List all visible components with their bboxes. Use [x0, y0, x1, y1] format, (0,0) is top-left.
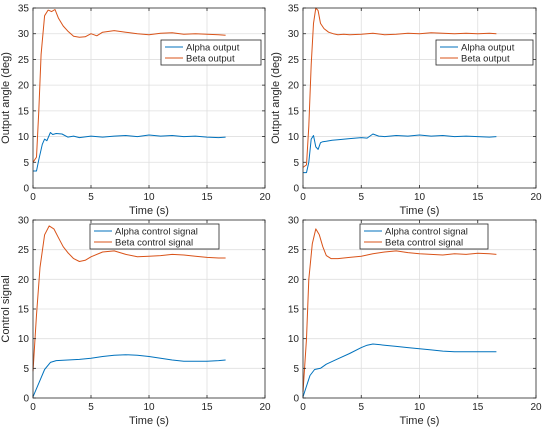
y-axis-label: Output angle (deg) [270, 52, 282, 144]
legend-label-2: Beta control signal [385, 238, 463, 249]
x-tick-label: 0 [30, 402, 36, 413]
x-axis-label: Time (s) [400, 205, 440, 217]
y-axis-label: Output angle (deg) [0, 52, 12, 144]
x-axis-label: Time (s) [129, 415, 169, 427]
series-line-2 [302, 7, 497, 168]
y-tick-label: 0 [293, 394, 299, 405]
y-tick-label: 10 [288, 334, 300, 345]
y-axis-label: Control signal [0, 275, 12, 342]
legend-label-1: Alpha output [186, 43, 240, 54]
x-tick-label: 0 [300, 402, 306, 413]
legend-label-2: Beta output [186, 54, 235, 65]
chart-panel-3: 0 5 10 15 20 0 5 10 15 20 25 30 Time (s) Control sign… [0, 216, 271, 428]
y-tick-label: 30 [18, 216, 30, 227]
y-tick-label: 25 [288, 55, 300, 66]
y-tick-label: 20 [288, 275, 300, 286]
legend-label-1: Alpha control signal [115, 227, 198, 238]
legend-label-1: Alpha output [461, 43, 515, 54]
y-tick-label: 30 [288, 29, 300, 40]
x-tick-label: 10 [143, 192, 155, 203]
series-line-1 [303, 133, 497, 174]
x-tick-label: 5 [88, 192, 94, 203]
y-tick-label: 30 [18, 29, 30, 40]
legend-box [359, 223, 489, 250]
legend-box [435, 39, 534, 66]
x-tick-label: 20 [259, 192, 271, 203]
legend-label-1: Alpha control signal [385, 227, 468, 238]
x-tick-label: 0 [30, 192, 36, 203]
y-tick-label: 10 [288, 132, 300, 143]
y-tick-label: 20 [18, 275, 30, 286]
y-tick-label: 35 [288, 4, 300, 15]
x-tick-label: 10 [143, 402, 155, 413]
series-line-2 [302, 228, 497, 393]
y-tick-label: 15 [18, 305, 30, 316]
series-line-2 [32, 9, 226, 163]
x-tick-label: 10 [414, 402, 426, 413]
x-tick-label: 15 [472, 402, 484, 413]
series-line-1 [33, 132, 226, 172]
y-tick-label: 25 [288, 245, 300, 256]
y-tick-label: 5 [293, 158, 299, 169]
y-tick-label: 30 [288, 216, 300, 227]
y-tick-label: 15 [288, 106, 300, 117]
y-tick-label: 5 [23, 158, 29, 169]
x-tick-label: 20 [530, 402, 542, 413]
y-tick-label: 15 [18, 106, 30, 117]
series-line-1 [302, 343, 497, 397]
y-tick-label: 25 [18, 245, 30, 256]
legend-label-2: Beta control signal [115, 238, 193, 249]
y-tick-label: 5 [293, 364, 299, 375]
x-tick-label: 5 [358, 192, 364, 203]
x-tick-label: 10 [414, 192, 426, 203]
y-tick-label: 5 [23, 364, 29, 375]
y-tick-label: 15 [288, 305, 300, 316]
y-tick-label: 25 [18, 55, 30, 66]
chart-panel-4: 0 5 10 15 20 0 5 10 15 20 25 30 Time (s) Alpha contro… [288, 216, 542, 428]
x-tick-label: 5 [88, 402, 94, 413]
x-tick-label: 15 [201, 192, 213, 203]
series-line-2 [32, 225, 226, 372]
x-tick-label: 20 [259, 402, 271, 413]
x-tick-label: 0 [300, 192, 306, 203]
chart-panel-1: 0 5 10 15 20 0 5 10 15 20 25 30 35 Time (s) Output ang… [0, 4, 271, 218]
legend-box [89, 223, 220, 250]
y-tick-label: 20 [288, 81, 300, 92]
legend-box [160, 39, 262, 66]
chart-panel-2: 0 5 10 15 20 0 5 10 15 20 25 30 35 Time (s) Output ang… [270, 4, 542, 218]
y-tick-label: 0 [293, 184, 299, 195]
y-tick-label: 20 [18, 81, 30, 92]
y-tick-label: 0 [23, 184, 29, 195]
x-axis-label: Time (s) [129, 205, 169, 217]
y-tick-label: 35 [18, 4, 30, 15]
y-tick-label: 10 [18, 334, 30, 345]
y-tick-label: 10 [18, 132, 30, 143]
y-tick-label: 0 [23, 394, 29, 405]
x-tick-label: 20 [530, 192, 542, 203]
series-line-1 [32, 354, 226, 397]
x-axis-label: Time (s) [400, 415, 440, 427]
x-tick-label: 15 [201, 402, 213, 413]
legend-label-2: Beta output [461, 54, 510, 65]
x-tick-label: 15 [472, 192, 484, 203]
x-tick-label: 5 [358, 402, 364, 413]
